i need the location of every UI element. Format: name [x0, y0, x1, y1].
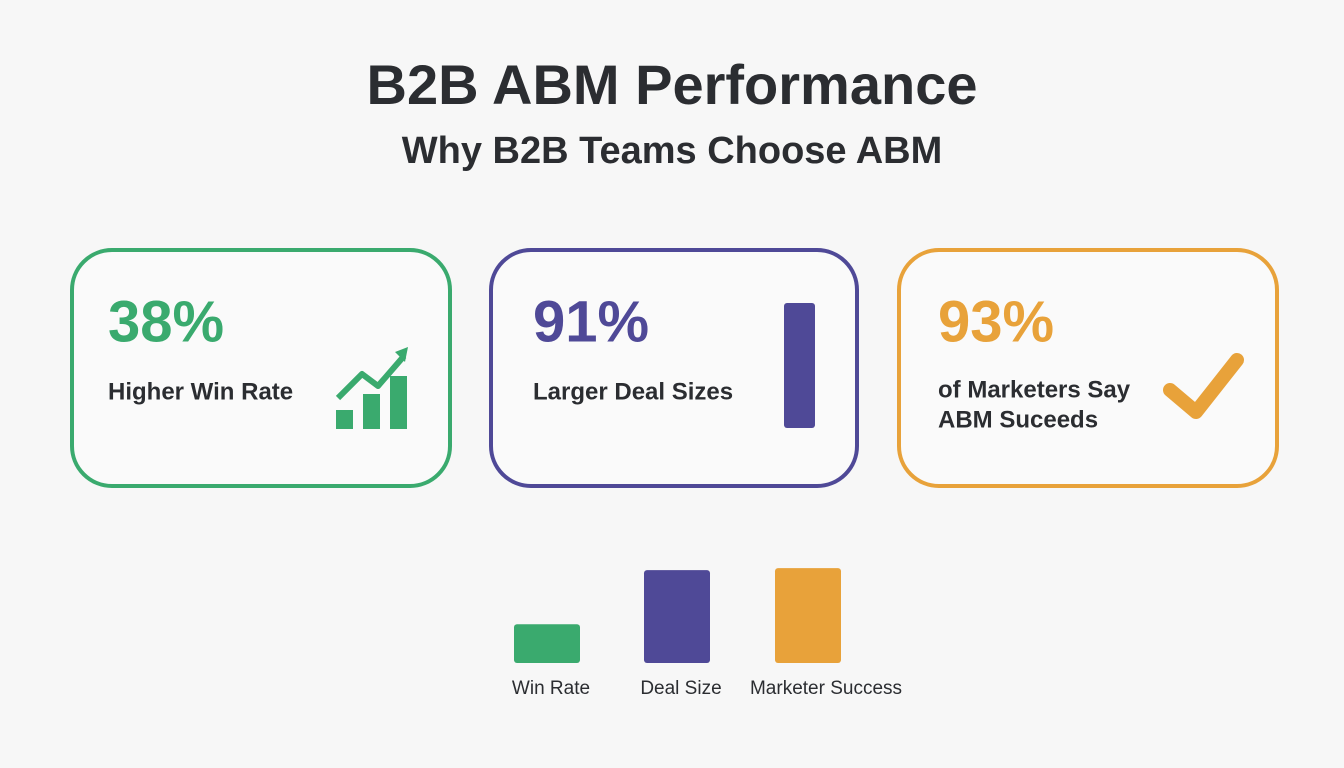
card-label: ABM Suceeds — [938, 406, 1098, 433]
check-icon — [1163, 353, 1244, 419]
card-label: Higher Win Rate — [108, 378, 293, 405]
cards: 38% Higher Win Rate 91% Larger Deal Sizes 93… — [70, 248, 1279, 488]
growth-icon — [335, 347, 408, 429]
card — [489, 248, 859, 488]
card-label: of Marketers Say — [938, 376, 1131, 403]
x-tick-label: Win Rate — [512, 678, 590, 699]
title: B2B ABM Performance — [367, 53, 978, 116]
x-tick-label: Deal Size — [640, 678, 721, 699]
card-value: 93% — [938, 289, 1054, 354]
bar-chart: Win Rate Deal Size Marketer Success — [512, 568, 902, 699]
bar-icon — [784, 303, 815, 428]
bar — [775, 568, 841, 663]
card — [897, 248, 1279, 488]
card — [70, 248, 452, 488]
x-tick-label: Marketer Success — [750, 678, 902, 699]
card-value: 91% — [533, 289, 649, 354]
bar — [514, 624, 580, 663]
bar — [644, 570, 710, 663]
card-label: Larger Deal Sizes — [533, 378, 733, 405]
card-value: 38% — [108, 289, 224, 354]
subtitle: Why B2B Teams Choose ABM — [402, 130, 943, 172]
